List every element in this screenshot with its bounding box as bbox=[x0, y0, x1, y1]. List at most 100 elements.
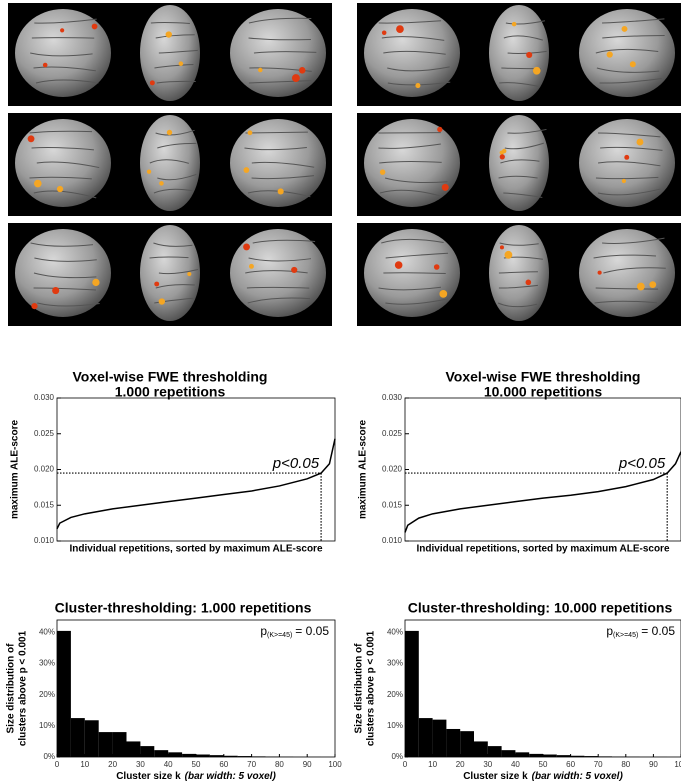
sulcus bbox=[34, 18, 97, 24]
activation bbox=[27, 135, 35, 143]
sulcus bbox=[29, 176, 92, 180]
sulcus bbox=[602, 237, 665, 245]
sulcus bbox=[248, 17, 312, 24]
sulcus bbox=[498, 175, 538, 179]
sulcus bbox=[505, 20, 546, 25]
data-line bbox=[404, 451, 681, 533]
activation bbox=[636, 138, 644, 146]
sulcus bbox=[149, 256, 189, 259]
y-axis-label: maximum ALE-score bbox=[10, 420, 21, 520]
activation bbox=[247, 130, 253, 136]
sulcus bbox=[596, 67, 660, 73]
brain bbox=[140, 115, 200, 211]
activation bbox=[525, 279, 532, 286]
x-axis-label-main: Cluster size k bbox=[116, 771, 181, 782]
x-tick-label: 40 bbox=[511, 760, 520, 769]
sulcus bbox=[387, 66, 450, 72]
y-tick-label: 10% bbox=[387, 721, 403, 730]
sulcus bbox=[246, 286, 310, 289]
activation bbox=[243, 167, 250, 173]
brain bbox=[579, 229, 675, 317]
sulcus bbox=[595, 48, 659, 54]
x-tick-label: 0 bbox=[55, 760, 60, 769]
x-tick-label: 30 bbox=[483, 760, 492, 769]
sulcus bbox=[381, 36, 445, 41]
sulcus bbox=[158, 49, 198, 54]
brain-images bbox=[8, 3, 681, 326]
brain bbox=[15, 9, 111, 97]
y-tick-label: 0.020 bbox=[382, 465, 403, 474]
sulcus bbox=[378, 20, 442, 24]
brain bbox=[230, 229, 326, 317]
activation bbox=[629, 61, 636, 68]
activation bbox=[511, 21, 517, 27]
x-tick-label: 20 bbox=[108, 760, 117, 769]
sulcus bbox=[597, 132, 661, 138]
annotation: p(K>=45) = 0.05 bbox=[606, 624, 675, 639]
activation bbox=[291, 74, 300, 83]
annotation-subscript: (K>=45) bbox=[267, 632, 292, 639]
sulcus bbox=[498, 271, 538, 274]
activation bbox=[178, 61, 184, 66]
bar bbox=[405, 630, 419, 757]
x-tick-label: 10 bbox=[428, 760, 437, 769]
bar bbox=[182, 753, 196, 757]
bar bbox=[126, 741, 141, 757]
y-tick-label: 0% bbox=[43, 752, 55, 761]
data-line bbox=[56, 438, 336, 530]
sulcus bbox=[507, 128, 547, 134]
y-axis-label: maximum ALE-score bbox=[358, 420, 369, 520]
activation bbox=[621, 178, 627, 184]
bar bbox=[168, 752, 183, 757]
y-tick-label: 20% bbox=[387, 690, 403, 699]
sulcus bbox=[158, 269, 199, 275]
bar bbox=[251, 756, 266, 757]
sulcus bbox=[597, 188, 661, 196]
sulcus bbox=[155, 34, 195, 39]
x-axis-label: Individual repetitions, sorted by maximu… bbox=[69, 544, 322, 555]
y-tick-label: 0.010 bbox=[34, 536, 55, 545]
bar bbox=[570, 755, 585, 757]
x-tick-label: 70 bbox=[594, 760, 603, 769]
activation bbox=[532, 66, 541, 75]
sulcus bbox=[378, 286, 442, 291]
annotation-text: = 0.05 bbox=[641, 624, 675, 638]
sulcus bbox=[379, 160, 442, 164]
activation bbox=[441, 183, 449, 191]
annotation: p(K>=45) = 0.05 bbox=[260, 624, 329, 639]
brain bbox=[579, 119, 675, 207]
sulcus bbox=[154, 297, 194, 304]
activation bbox=[379, 169, 386, 175]
activation bbox=[248, 263, 254, 269]
activation bbox=[499, 245, 504, 250]
chart-title: Cluster-thresholding: 1.000 repetitions bbox=[55, 600, 312, 616]
x-tick-label: 60 bbox=[566, 760, 575, 769]
brain bbox=[15, 229, 111, 317]
bar bbox=[474, 741, 488, 757]
annotation-text: = 0.05 bbox=[295, 624, 329, 638]
x-axis-label-main: Cluster size k bbox=[463, 771, 528, 782]
brain bbox=[489, 225, 549, 321]
x-tick-label: 100 bbox=[328, 760, 342, 769]
activation bbox=[499, 154, 505, 160]
bar bbox=[70, 718, 85, 757]
activation bbox=[649, 281, 657, 289]
sulcus bbox=[251, 175, 315, 180]
sulcus bbox=[253, 51, 317, 54]
activation bbox=[291, 266, 298, 274]
bar bbox=[84, 720, 99, 757]
y-tick-label: 0.020 bbox=[34, 465, 55, 474]
bar bbox=[112, 732, 127, 757]
sulcus bbox=[248, 80, 312, 84]
sulcus bbox=[504, 142, 544, 150]
sulcus bbox=[384, 177, 448, 184]
sulcus bbox=[157, 173, 197, 181]
bar bbox=[237, 756, 252, 757]
activation bbox=[504, 250, 513, 259]
activation bbox=[624, 154, 630, 160]
x-tick-label: 30 bbox=[136, 760, 145, 769]
y-tick-label: 20% bbox=[39, 690, 55, 699]
sulcus bbox=[155, 284, 195, 289]
sulcus bbox=[593, 254, 657, 259]
bar bbox=[432, 719, 447, 757]
